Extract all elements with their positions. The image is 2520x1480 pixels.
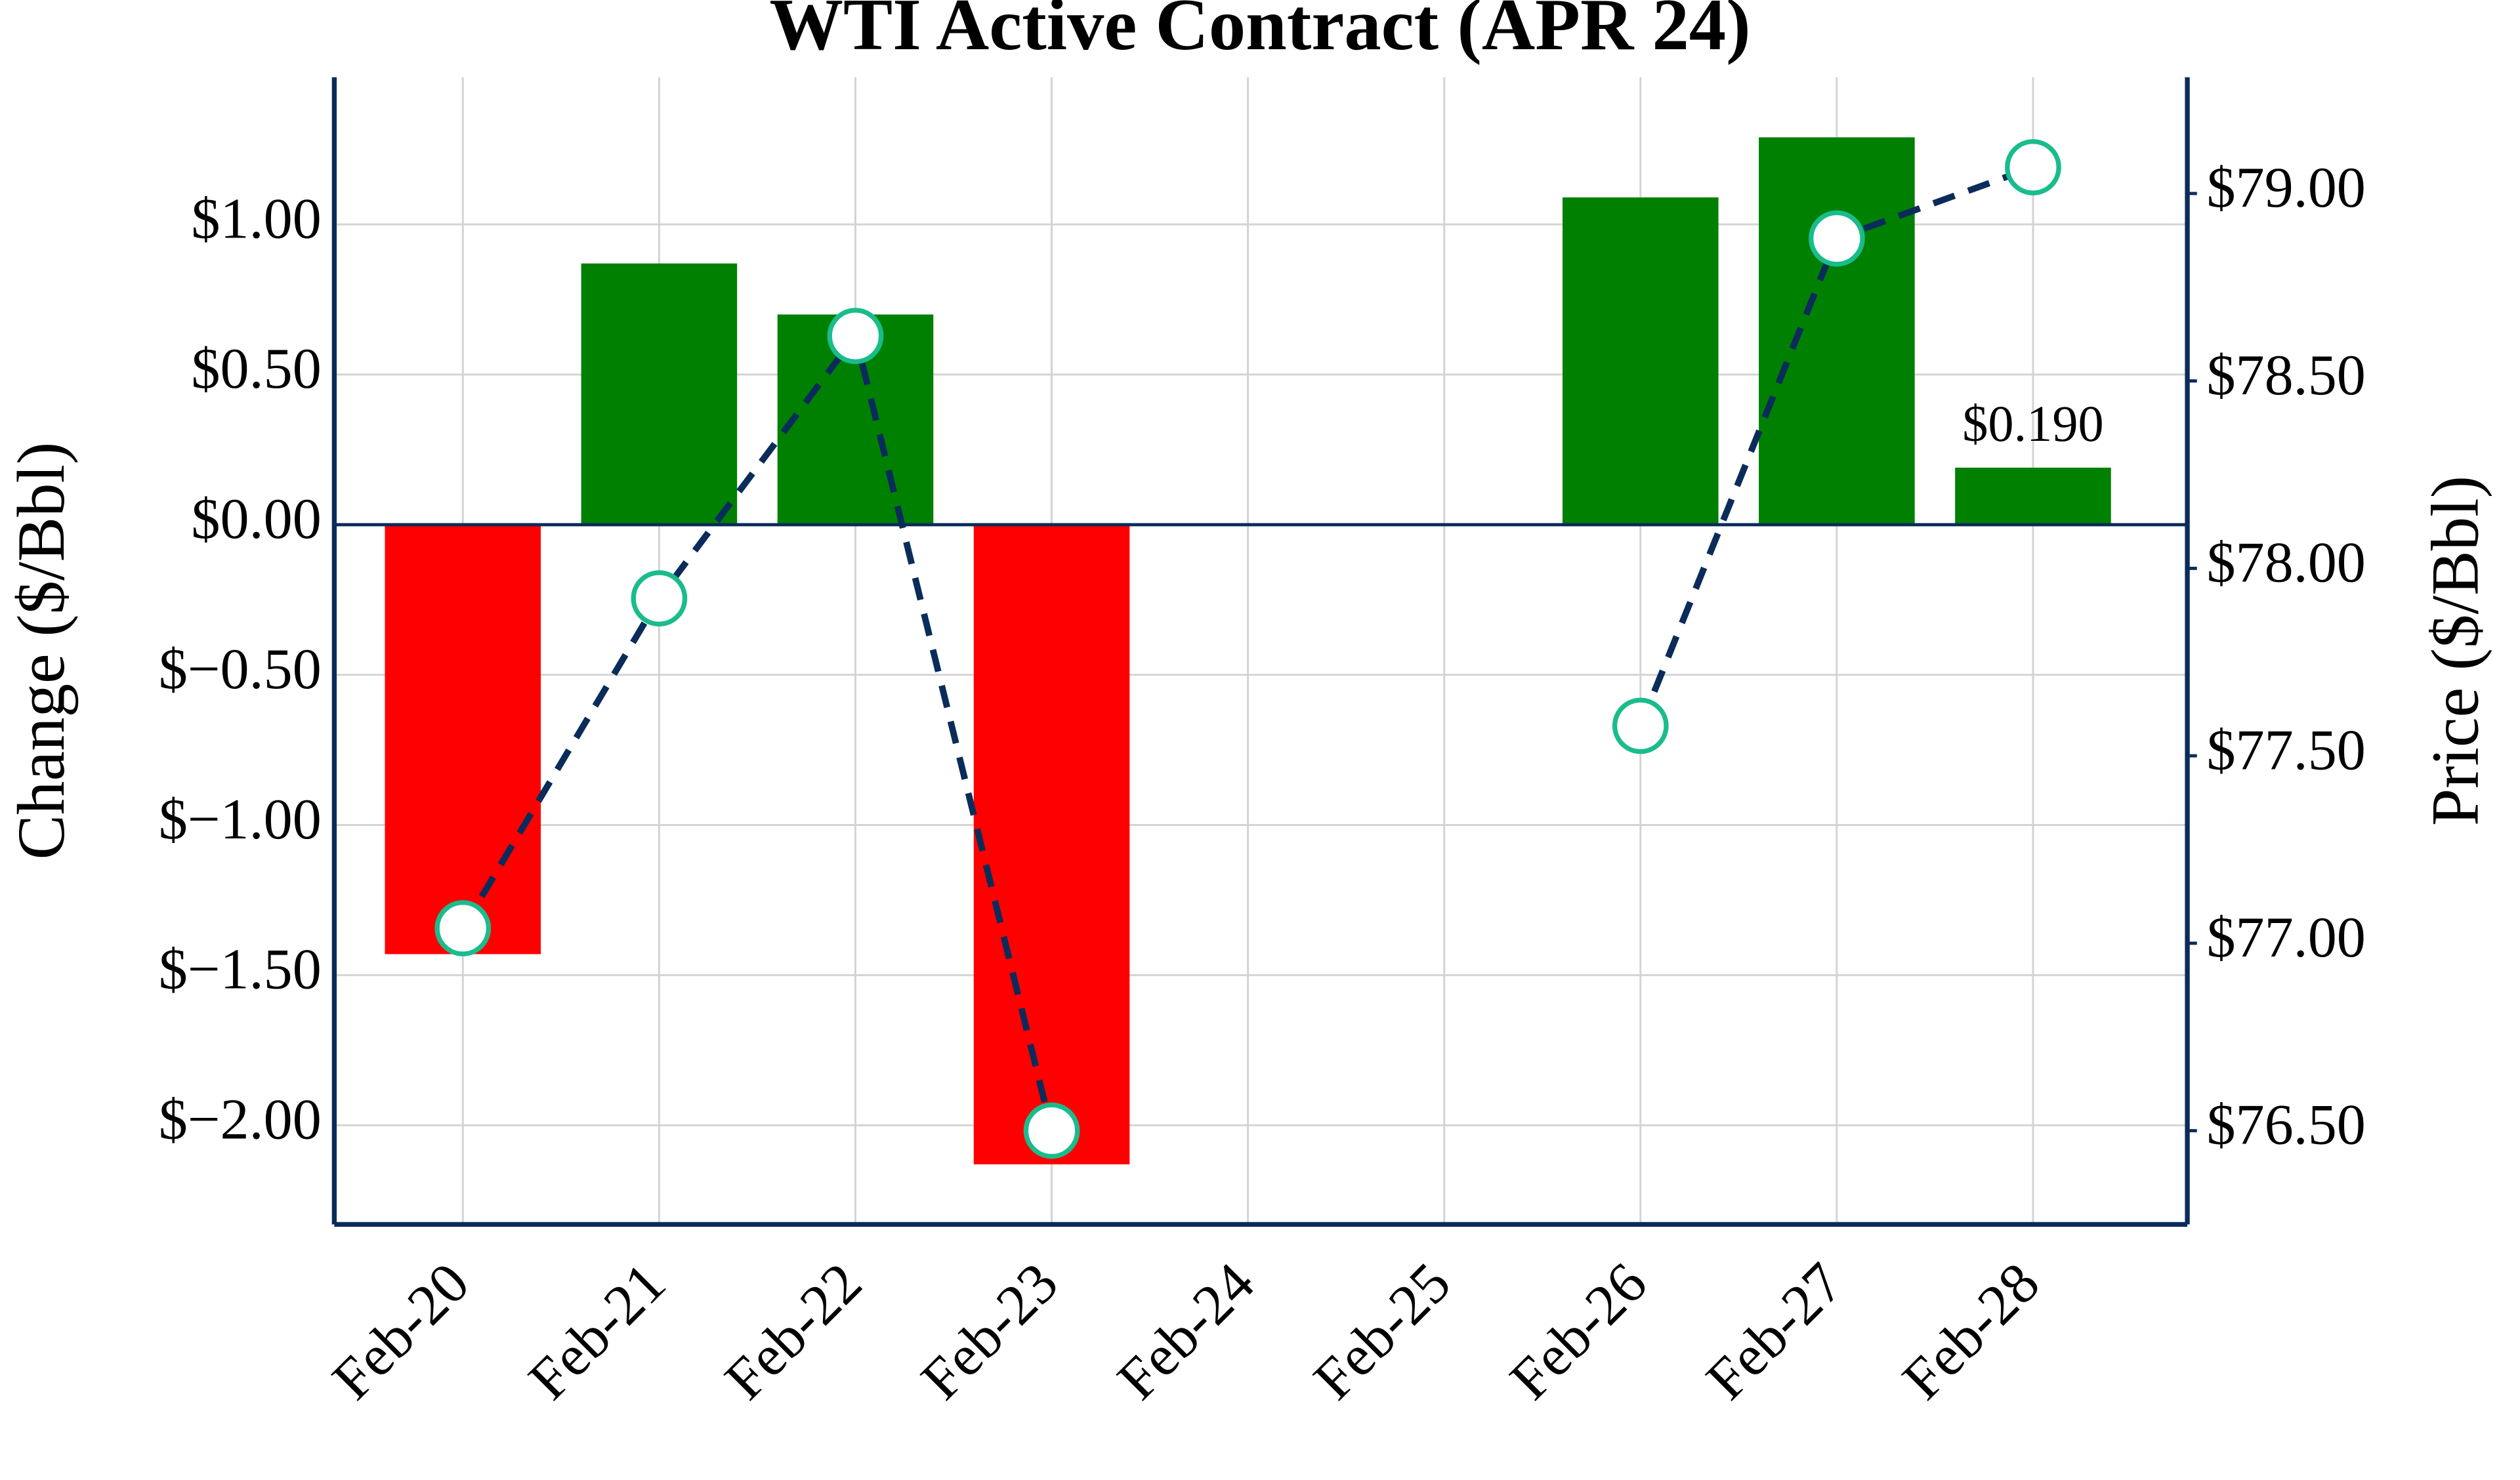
x-tick-label: Feb-25 <box>1301 1250 1463 1412</box>
marker <box>1023 1102 1080 1159</box>
marker <box>1612 697 1669 754</box>
y2-tick-label: $79.00 <box>2206 155 2365 220</box>
bar <box>385 524 541 955</box>
y-tick-label: $0.00 <box>191 487 321 551</box>
bar <box>1759 137 1915 525</box>
marker <box>1809 210 1865 267</box>
marker <box>434 900 492 956</box>
bar <box>973 524 1130 1164</box>
x-tick-label: Feb-26 <box>1498 1250 1659 1412</box>
x-tick-label: Feb-24 <box>1105 1250 1267 1412</box>
y-tick-label: $1.00 <box>191 186 321 251</box>
value-label: $0.190 <box>1962 395 2104 452</box>
x-tick-label: Feb-23 <box>909 1250 1070 1412</box>
y-tick-label: $−0.50 <box>159 637 322 701</box>
y-tick-label: $−1.50 <box>159 937 322 1002</box>
bar <box>1955 467 2111 525</box>
y2-tick-label: $77.50 <box>2206 718 2365 782</box>
x-tick-label: Feb-22 <box>713 1250 874 1412</box>
marker <box>631 570 688 627</box>
x-tick-label: Feb-20 <box>320 1250 482 1412</box>
y-tick-label: $−1.00 <box>159 787 322 852</box>
y2-tick-label: $77.00 <box>2206 905 2365 970</box>
marker <box>827 308 884 364</box>
y-tick-label: $0.50 <box>191 337 321 401</box>
x-tick-label: Feb-28 <box>1891 1250 2052 1412</box>
y-tick-label: $−2.00 <box>159 1088 322 1152</box>
marker <box>2005 139 2061 195</box>
chart-title: WTI Active Contract (APR 24) <box>769 0 1750 66</box>
y2-tick-label: $76.50 <box>2206 1093 2365 1157</box>
y2-tick-label: $78.50 <box>2206 343 2365 407</box>
x-tick-label: Feb-21 <box>516 1250 678 1412</box>
y2-axis-label: Price ($/Bbl) <box>2418 476 2492 826</box>
bar <box>1563 197 1719 525</box>
y2-tick-label: $78.00 <box>2206 531 2365 595</box>
x-tick-label: Feb-27 <box>1694 1250 1855 1412</box>
bar <box>581 263 738 525</box>
y-axis-label: Change ($/Bbl) <box>4 442 79 860</box>
